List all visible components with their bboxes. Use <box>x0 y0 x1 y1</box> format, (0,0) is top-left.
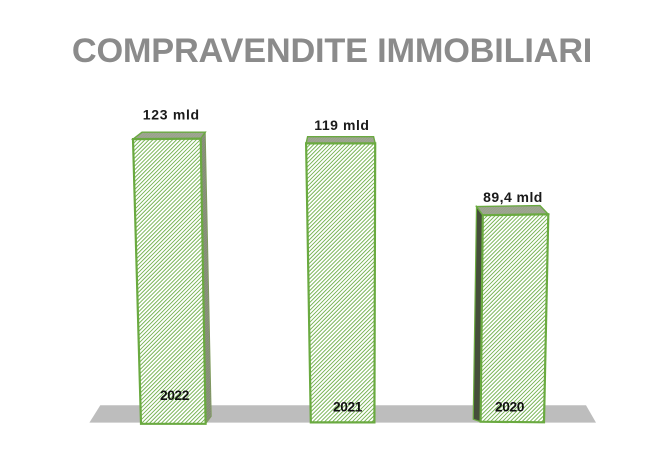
svg-text:119 mld: 119 mld <box>314 117 369 133</box>
svg-text:123 mld: 123 mld <box>143 107 200 123</box>
svg-text:COMPRAVENDITE IMMOBILIARI: COMPRAVENDITE IMMOBILIARI <box>72 32 592 70</box>
svg-text:2020: 2020 <box>495 399 525 414</box>
svg-text:2021: 2021 <box>333 400 363 415</box>
svg-text:2022: 2022 <box>160 388 190 403</box>
svg-text:89,4 mld: 89,4 mld <box>483 189 543 205</box>
